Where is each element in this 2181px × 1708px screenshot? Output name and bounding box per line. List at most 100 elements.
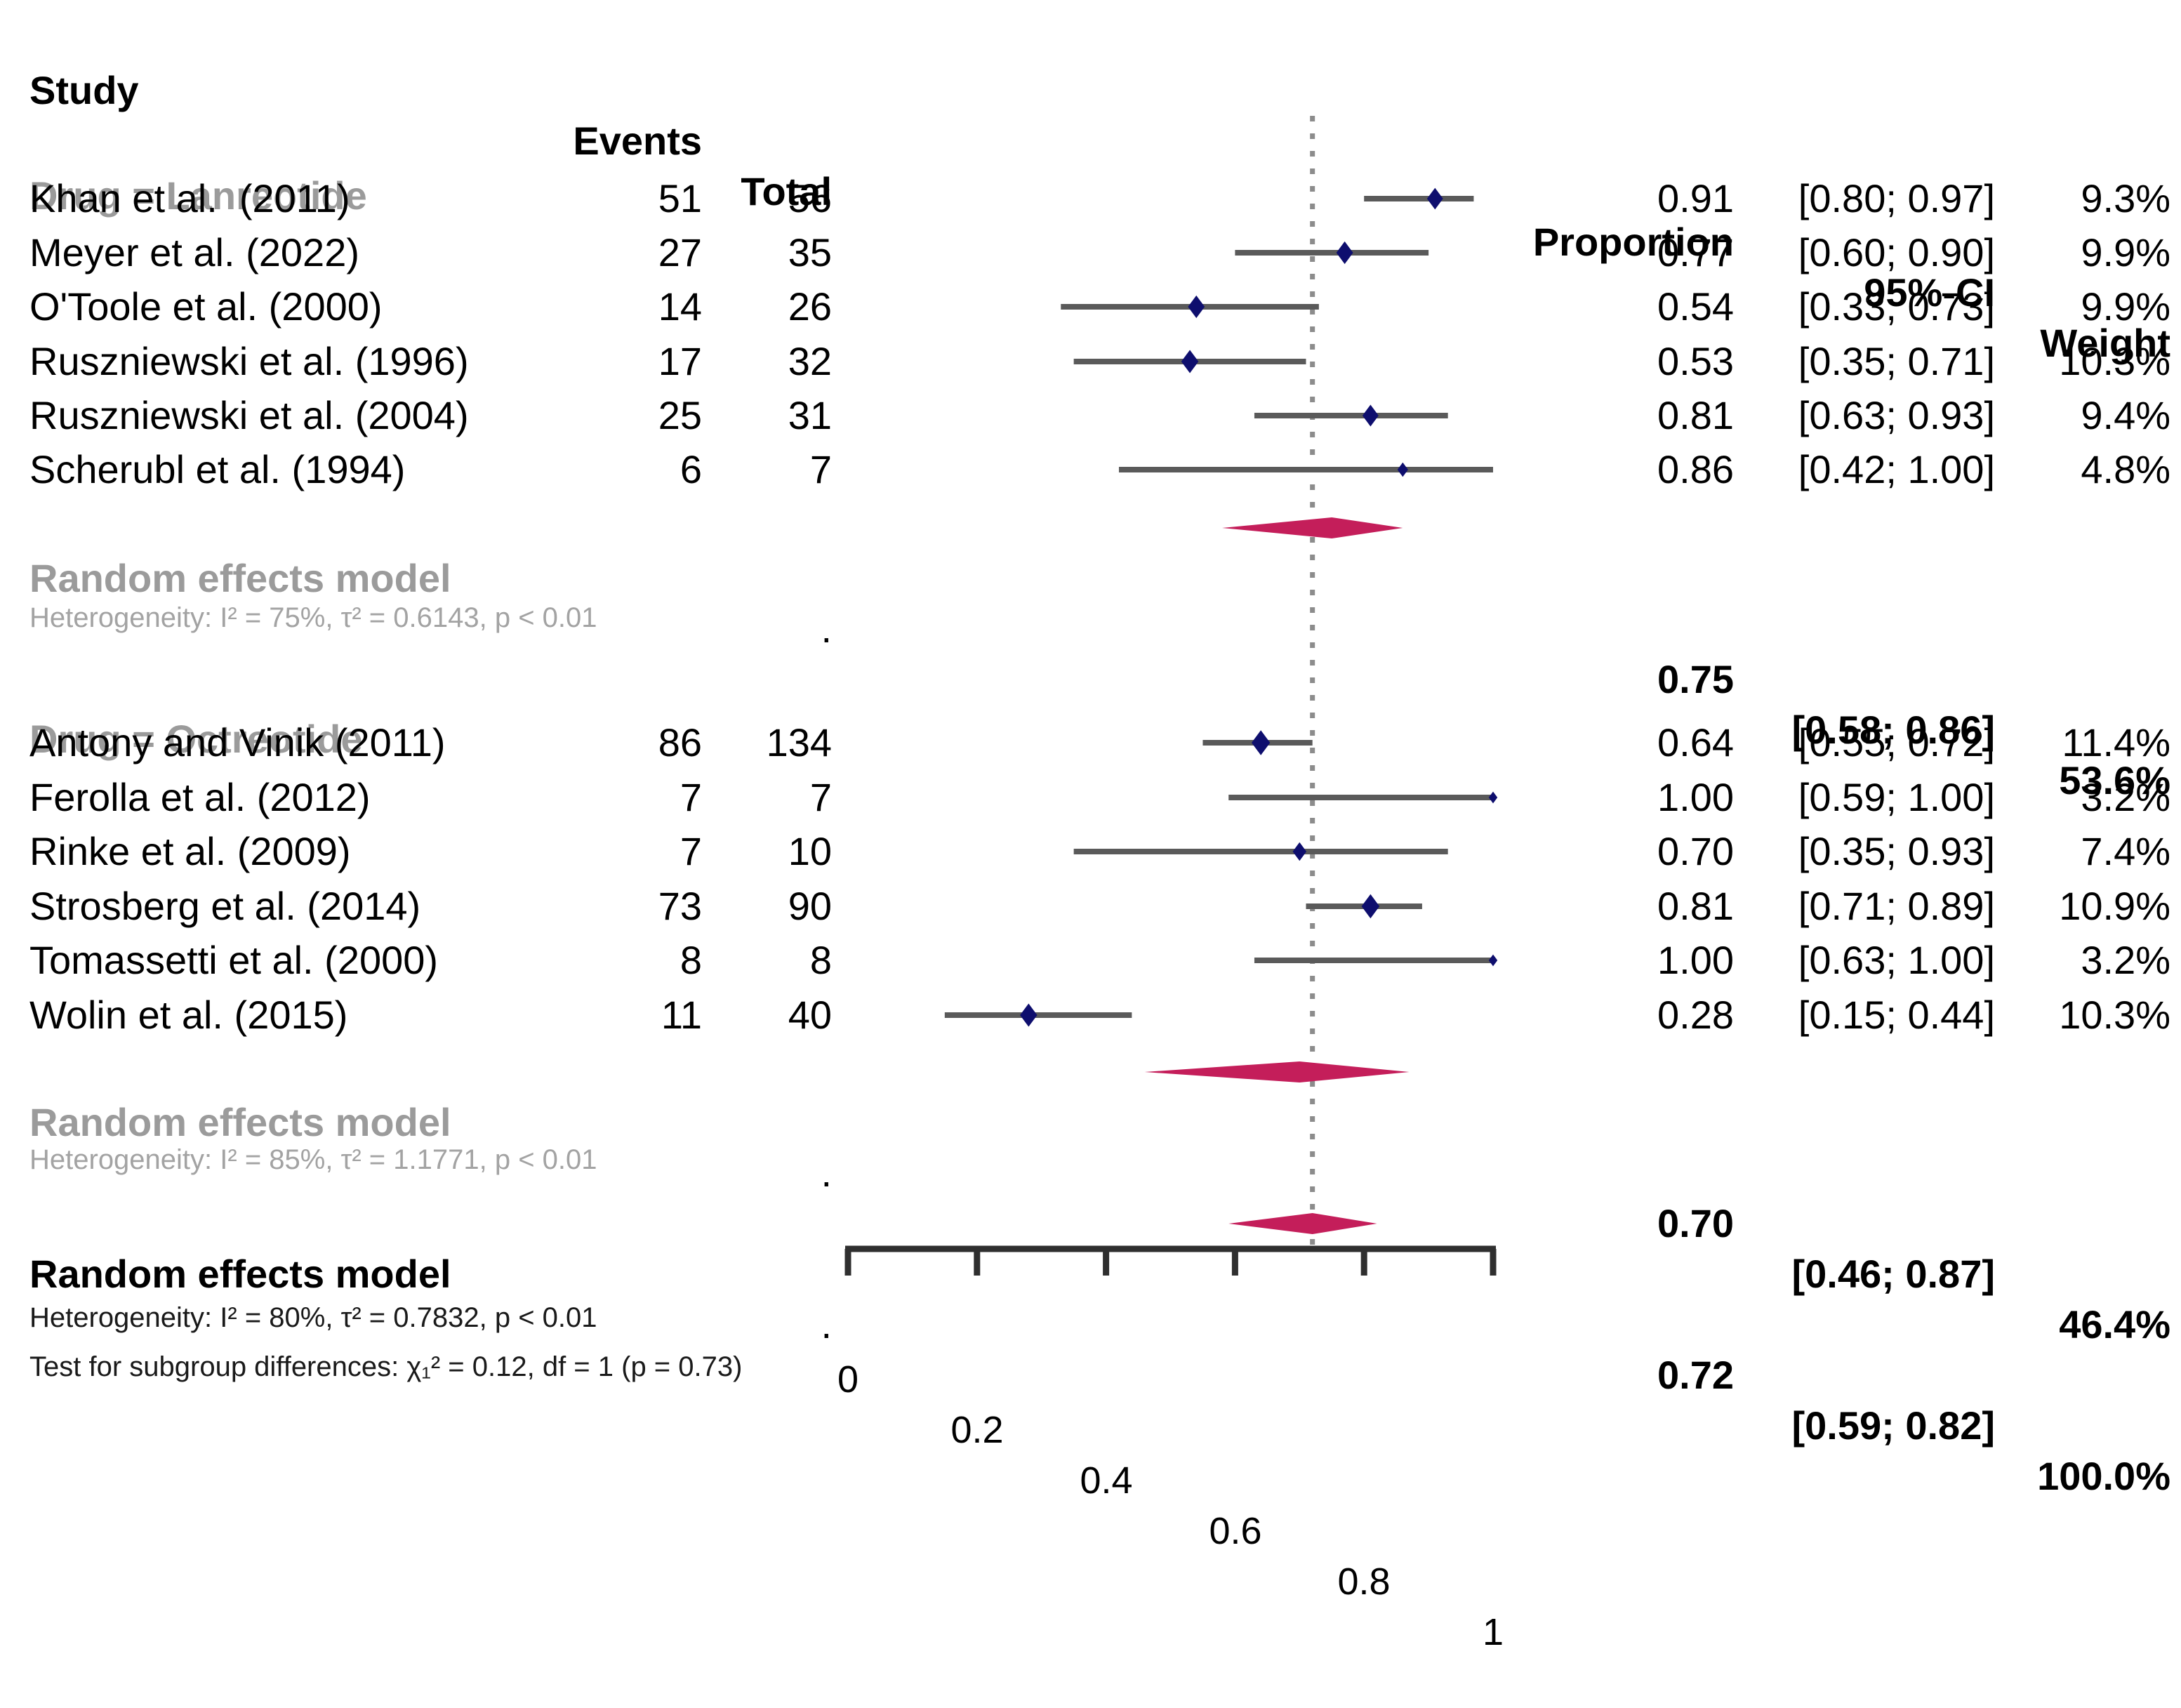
pooled-weight: 46.4% — [2059, 1302, 2170, 1346]
overall-heterogeneity-row: Heterogeneity: I² = 80%, τ² = 0.7832, p … — [0, 1259, 2181, 1333]
ci-value: [0.71; 0.89] — [1798, 884, 1995, 928]
total-value: 10 — [788, 829, 832, 873]
overall-proportion: 0.72 — [1657, 1353, 1734, 1397]
subgroup-label-lanreotide: Drug = Lanreotide — [29, 173, 367, 218]
pooled-proportion: 0.75 — [1657, 657, 1734, 701]
pooled-ci: [0.46; 0.87] — [1791, 1252, 1996, 1296]
table-layer: Study Events Total Proportion 95%-CI Wei… — [0, 15, 2181, 1653]
study-name: Tomassetti et al. (2000) — [29, 938, 439, 982]
proportion-value: 0.28 — [1657, 993, 1734, 1037]
study-row: Antony and Vinik (2011) 86 134 0.64 [0.55; 0… — [0, 717, 2181, 768]
axis-tick-label-0.8: 0.8 — [1337, 1561, 1391, 1603]
ci-value: [0.15; 0.44] — [1798, 993, 1995, 1037]
study-row: Ferolla et al. (2012) 7 7 1.00 [0.59; 1.00] 3… — [0, 772, 2181, 823]
header-weight: Weight — [2040, 321, 2170, 365]
header-ci: 95%-CI — [1864, 270, 1995, 315]
overall-ci: [0.59; 0.82] — [1791, 1403, 1996, 1448]
events-value: 7 — [680, 775, 702, 819]
events-value: 14 — [658, 284, 702, 329]
axis-tick-label-0: 0 — [837, 1358, 859, 1401]
total-value: 40 — [788, 993, 832, 1037]
weight-value: 3.2% — [2081, 938, 2170, 982]
total-value: 26 — [788, 284, 832, 329]
header-row: Study Events Total Proportion 95%-CI Wei… — [0, 15, 2181, 365]
events-value: 8 — [680, 938, 702, 982]
proportion-value: 0.64 — [1657, 720, 1734, 764]
header-proportion: Proportion — [1532, 220, 1734, 264]
events-value: 7 — [680, 829, 702, 873]
pooled-diamond — [1222, 517, 1403, 538]
axis-tick-label-0.2: 0.2 — [950, 1409, 1004, 1451]
total-value: 56 — [788, 176, 832, 220]
heterogeneity-row-lanreotide: Heterogeneity: I² = 75%, τ² = 0.6143, p … — [0, 559, 2181, 633]
weight-value: 3.2% — [2081, 775, 2170, 819]
overall-pooled-row: Random effects model . 0.72 [0.59; 0.82]… — [0, 1198, 2181, 1498]
overall-label: Random effects model — [29, 1252, 451, 1296]
events-value: 6 — [680, 447, 702, 491]
study-row: Wolin et al. (2015) 11 40 0.28 [0.15; 0.44] 1… — [0, 990, 2181, 1040]
weight-value: 10.3% — [2059, 339, 2170, 383]
study-row: Khan et al. (2011) 51 56 0.91 [0.80; 0.97] 9.… — [0, 173, 2181, 224]
overall-diamond — [1228, 1213, 1377, 1234]
axis-tick-label-0.6: 0.6 — [1209, 1510, 1262, 1552]
heterogeneity-text: Heterogeneity: I² = 85%, τ² = 1.1771, p … — [29, 1144, 597, 1175]
heterogeneity-text: Heterogeneity: I² = 75%, τ² = 0.6143, p … — [29, 602, 597, 633]
study-name: Strosberg et al. (2014) — [29, 884, 421, 928]
events-value: 25 — [658, 393, 702, 437]
point-marker — [1181, 350, 1199, 373]
study-name: Antony and Vinik (2011) — [29, 720, 446, 764]
total-value: 31 — [788, 393, 832, 437]
pooled-row-lanreotide: Random effects model . 0.75 [0.58; 0.86]… — [0, 503, 2181, 802]
total-value: 8 — [809, 938, 832, 982]
total-value: 90 — [788, 884, 832, 928]
events-value: 17 — [658, 339, 702, 383]
study-name: O'Toole et al. (2000) — [29, 284, 383, 329]
header-study: Study — [29, 68, 139, 112]
point-marker — [1188, 295, 1205, 319]
proportion-value: 0.54 — [1657, 284, 1734, 329]
weight-value: 4.8% — [2081, 447, 2170, 491]
proportion-value: 0.81 — [1657, 884, 1734, 928]
study-name: Ruszniewski et al. (1996) — [29, 339, 469, 383]
point-marker — [1488, 791, 1498, 804]
pooled-total-dot: . — [821, 607, 832, 651]
total-value: 7 — [809, 447, 832, 491]
heterogeneity-row-octreotide: Heterogeneity: I² = 85%, τ² = 1.1771, p … — [0, 1101, 2181, 1175]
weight-value: 9.4% — [2081, 393, 2170, 437]
events-value: 51 — [658, 176, 702, 220]
subgroup-label-row: Drug = Lanreotide — [0, 120, 2181, 218]
ci-value: [0.80; 0.97] — [1798, 176, 1995, 220]
ci-value: [0.60; 0.90] — [1798, 230, 1995, 274]
forest-plot-canvas: Study Events Total Proportion 95%-CI Wei… — [0, 15, 2181, 1653]
subgroup-label-row: Drug = Octreotide — [0, 663, 2181, 761]
point-marker — [1292, 842, 1307, 861]
weight-value: 10.9% — [2059, 884, 2170, 928]
axis-tick-label-1: 1 — [1482, 1611, 1504, 1653]
total-value: 35 — [788, 230, 832, 274]
point-marker — [1361, 894, 1380, 919]
proportion-value: 0.70 — [1657, 829, 1734, 873]
weight-value: 9.9% — [2081, 230, 2170, 274]
forest-plot-graphics — [844, 116, 1498, 1276]
point-marker — [1488, 954, 1498, 967]
point-marker — [1397, 462, 1408, 477]
study-row: O'Toole et al. (2000) 14 26 0.54 [0.33; 0.73… — [0, 282, 2181, 332]
study-name: Ferolla et al. (2012) — [29, 775, 371, 819]
total-value: 134 — [766, 720, 832, 764]
total-value: 32 — [788, 339, 832, 383]
point-marker — [1426, 187, 1443, 210]
point-marker — [1251, 730, 1271, 755]
subgroup-label-octreotide: Drug = Octreotide — [29, 717, 363, 761]
axis-tick-label-0.4: 0.4 — [1080, 1459, 1133, 1502]
pooled-label: Random effects model — [29, 556, 451, 600]
point-marker — [1020, 1003, 1038, 1027]
study-row: Scherubl et al. (1994) 6 7 0.86 [0.42; 1.00]… — [0, 444, 2181, 495]
header-events: Events — [573, 119, 702, 163]
ci-value: [0.35; 0.93] — [1798, 829, 1995, 873]
study-row: Meyer et al. (2022) 27 35 0.77 [0.60; 0.90] 9… — [0, 227, 2181, 278]
ci-value: [0.59; 1.00] — [1798, 775, 1995, 819]
weight-value: 11.4% — [2062, 720, 2170, 764]
events-value: 11 — [661, 993, 702, 1037]
study-row: Rinke et al. (2009) 7 10 0.70 [0.35; 0.93] 7.… — [0, 826, 2181, 877]
events-value: 27 — [658, 230, 702, 274]
